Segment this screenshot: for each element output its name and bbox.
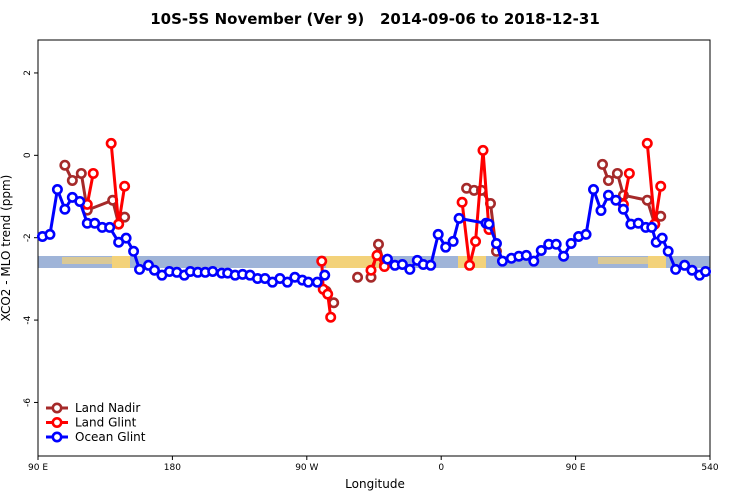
point [520, 249, 532, 261]
legend-label: Land Nadir [75, 401, 140, 415]
series-line [63, 163, 662, 304]
y-tick-label: 2 [23, 70, 33, 76]
point [105, 137, 117, 149]
point [602, 189, 614, 201]
point [372, 238, 384, 250]
point [311, 276, 323, 288]
point [404, 263, 416, 275]
point [447, 235, 459, 247]
x-tick-label: 90 E [28, 463, 48, 473]
chart-title: 10S-5S November (Ver 9) 2014-09-06 to 20… [150, 10, 600, 28]
point [74, 195, 86, 207]
point [655, 180, 667, 192]
point [470, 235, 482, 247]
point [104, 221, 116, 233]
point [617, 203, 629, 215]
point [120, 232, 132, 244]
point [281, 276, 293, 288]
point [87, 167, 99, 179]
point [580, 228, 592, 240]
x-tick-label: 90 E [566, 463, 586, 473]
point [656, 232, 668, 244]
point [602, 174, 614, 186]
point [322, 288, 334, 300]
point [641, 194, 653, 206]
x-axis-label: Longitude [345, 477, 405, 491]
point [319, 269, 331, 281]
point [588, 184, 600, 196]
point [440, 241, 452, 253]
point [44, 228, 56, 240]
legend-marker [51, 416, 63, 428]
point [113, 218, 125, 230]
point [646, 221, 658, 233]
point [483, 218, 495, 230]
point [558, 250, 570, 262]
point [128, 245, 140, 257]
point [550, 238, 562, 250]
y-axis-label: XCO2 - MLO trend (ppm) [0, 175, 13, 322]
series-line [85, 143, 663, 318]
point [453, 212, 465, 224]
legend-label: Ocean Glint [75, 430, 146, 444]
point [325, 311, 337, 323]
point [686, 264, 698, 276]
point [662, 245, 674, 257]
point [302, 276, 314, 288]
x-tick-label: 540 [701, 463, 718, 473]
point [595, 205, 607, 217]
point [528, 255, 540, 267]
point [59, 159, 71, 171]
point [316, 255, 328, 267]
point [365, 264, 377, 276]
point [396, 258, 408, 270]
plot-frame [37, 39, 711, 457]
y-tick-label: 0 [23, 152, 33, 158]
point [490, 237, 502, 249]
point [611, 167, 623, 179]
point [670, 263, 682, 275]
point [565, 237, 577, 249]
legend-marker [51, 402, 63, 414]
point [456, 196, 468, 208]
point [59, 203, 71, 215]
point [75, 167, 87, 179]
point [610, 194, 622, 206]
point [66, 174, 78, 186]
point [679, 259, 691, 271]
legend-marker [51, 431, 63, 443]
point [464, 259, 476, 271]
y-tick-label: -4 [23, 315, 33, 324]
point [700, 265, 712, 277]
point [328, 297, 340, 309]
point [496, 255, 508, 267]
point [432, 228, 444, 240]
point [623, 167, 635, 179]
legend-label: Land Glint [75, 416, 137, 430]
point [596, 158, 608, 170]
point [641, 137, 653, 149]
point [477, 144, 489, 156]
point [371, 249, 383, 261]
x-tick-label: 180 [164, 463, 181, 473]
x-tick-label: 0 [438, 463, 444, 473]
y-tick-label: -2 [23, 233, 33, 242]
point [51, 184, 63, 196]
x-tick-label: 90 W [295, 463, 318, 473]
y-tick-label: -6 [23, 398, 33, 407]
point [134, 263, 146, 275]
point [148, 264, 160, 276]
point [425, 259, 437, 271]
point [381, 253, 393, 265]
point [207, 265, 219, 277]
point [119, 180, 131, 192]
point [535, 244, 547, 256]
point [352, 271, 364, 283]
